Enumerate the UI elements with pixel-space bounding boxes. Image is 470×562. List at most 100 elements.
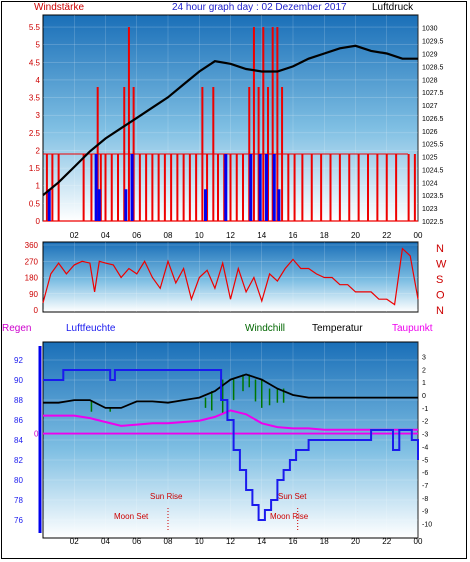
temperature-tick-label: -4 bbox=[422, 444, 428, 451]
compass-label: O bbox=[436, 290, 445, 302]
temperature-tick-label: -7 bbox=[422, 483, 428, 490]
wind-bar bbox=[413, 154, 416, 221]
legend-dewpoint: Taupunkt bbox=[392, 323, 433, 334]
humidity-tick-label: 88 bbox=[14, 396, 23, 405]
direction-line bbox=[42, 247, 419, 306]
page-title: 24 hour graph day : 02 Dezember 2017 bbox=[172, 2, 347, 13]
gust-bar bbox=[258, 154, 262, 221]
compass-label: W bbox=[436, 259, 447, 271]
wind-tick-label: 2 bbox=[36, 146, 41, 155]
humidity-tick-label: 84 bbox=[14, 436, 23, 445]
wind-bar bbox=[90, 154, 93, 221]
direction-tick-label: 90 bbox=[29, 290, 38, 299]
wind-bar bbox=[163, 154, 166, 221]
pressure-tick-label: 1024 bbox=[422, 180, 438, 187]
x-tick-label: 04 bbox=[101, 537, 110, 546]
x-tick-label: 20 bbox=[351, 231, 360, 240]
temperature-line bbox=[43, 373, 418, 409]
humidity-tick-label: 86 bbox=[14, 416, 23, 425]
wind-tick-label: 0 bbox=[36, 217, 41, 226]
gust-bar bbox=[94, 154, 98, 221]
pressure-line bbox=[42, 44, 418, 197]
pressure-tick-label: 1028.5 bbox=[422, 64, 444, 71]
x-tick-label: 00 bbox=[414, 231, 423, 240]
wind-tick-label: 3 bbox=[36, 111, 41, 120]
wind-bar bbox=[110, 154, 113, 221]
temperature-tick-label: 1 bbox=[422, 380, 426, 387]
wind-bar bbox=[329, 154, 332, 221]
wind-bar bbox=[45, 154, 48, 221]
sun-set-label: Sun Set bbox=[278, 492, 307, 501]
wind-bar bbox=[82, 154, 85, 221]
wind-bar bbox=[206, 154, 209, 221]
temperature-tick-label: -8 bbox=[422, 496, 428, 503]
legend-humidity: Luftfeuchte bbox=[66, 323, 116, 334]
pressure-tick-label: 1030 bbox=[422, 26, 438, 33]
wind-bar bbox=[348, 154, 351, 221]
wind-bar bbox=[151, 154, 154, 221]
x-tick-label: 22 bbox=[382, 537, 391, 546]
wind-tick-label: 1.5 bbox=[29, 164, 41, 173]
legend-windchill: Windchill bbox=[245, 323, 285, 334]
temperature-tick-label: -1 bbox=[422, 406, 428, 413]
sun-rise-label: Sun Rise bbox=[150, 492, 183, 501]
wind-bar bbox=[138, 154, 141, 221]
wind-tick-label: 3.5 bbox=[29, 94, 41, 103]
temperature-tick-label: -10 bbox=[422, 522, 432, 529]
chart-content-layer: 00.511.522.533.544.555.51022.510231023.5… bbox=[14, 15, 447, 546]
x-tick-label: 04 bbox=[101, 231, 110, 240]
wind-bar bbox=[229, 154, 232, 221]
compass-label: N bbox=[436, 305, 444, 317]
x-tick-label: 08 bbox=[164, 231, 173, 240]
temperature-tick-label: -5 bbox=[422, 457, 428, 464]
legend-regen: Regen bbox=[2, 323, 31, 334]
compass-label: S bbox=[436, 274, 443, 286]
x-tick-label: 06 bbox=[132, 231, 141, 240]
pressure-tick-label: 1023 bbox=[422, 206, 438, 213]
gust-bar bbox=[97, 189, 101, 221]
wind-bar bbox=[338, 154, 341, 221]
wind-bar bbox=[242, 154, 244, 221]
wind-bar bbox=[223, 154, 226, 221]
temperature-tick-label: 0 bbox=[422, 393, 426, 400]
pressure-tick-label: 1025.5 bbox=[422, 142, 444, 149]
wind-bar bbox=[235, 154, 238, 221]
wind-bar bbox=[217, 154, 219, 221]
wind-bar bbox=[271, 27, 274, 222]
pressure-tick-label: 1026.5 bbox=[422, 116, 444, 123]
x-tick-label: 02 bbox=[70, 537, 79, 546]
gust-bar bbox=[264, 154, 268, 221]
wind-bar bbox=[293, 154, 296, 221]
wind-tick-label: 5 bbox=[36, 41, 41, 50]
humidity-tick-label: 90 bbox=[14, 376, 23, 385]
temperature-tick-label: 3 bbox=[422, 354, 426, 361]
rain-tick-label: 0 bbox=[34, 430, 39, 439]
x-tick-label: 18 bbox=[320, 231, 329, 240]
direction-panel-bg bbox=[42, 241, 419, 313]
direction-tick-label: 270 bbox=[25, 257, 39, 266]
temperature-tick-label: -3 bbox=[422, 432, 428, 439]
gust-bar bbox=[272, 154, 276, 221]
humidity-tick-label: 78 bbox=[14, 496, 23, 505]
wind-tick-label: 5.5 bbox=[29, 23, 41, 32]
temperature-tick-label: 2 bbox=[422, 367, 426, 374]
gust-bar bbox=[249, 154, 253, 221]
pressure-tick-label: 1023.5 bbox=[422, 193, 444, 200]
wind-bar bbox=[301, 154, 304, 221]
wind-bar bbox=[252, 27, 255, 222]
x-tick-label: 14 bbox=[257, 231, 266, 240]
direction-tick-label: 0 bbox=[34, 306, 39, 315]
x-tick-label: 16 bbox=[289, 537, 298, 546]
pressure-tick-label: 1024.5 bbox=[422, 167, 444, 174]
wind-tick-label: 2.5 bbox=[29, 129, 41, 138]
wind-bar bbox=[99, 154, 102, 221]
pressure-tick-label: 1026 bbox=[422, 129, 438, 136]
pressure-tick-label: 1028 bbox=[422, 77, 438, 84]
compass-label: N bbox=[436, 243, 444, 255]
legend-temperature: Temperatur bbox=[312, 323, 363, 334]
x-tick-label: 14 bbox=[257, 537, 266, 546]
x-tick-label: 12 bbox=[226, 537, 235, 546]
x-tick-label: 10 bbox=[195, 231, 204, 240]
gust-bar bbox=[47, 189, 51, 221]
wind-tick-label: 0.5 bbox=[29, 199, 41, 208]
